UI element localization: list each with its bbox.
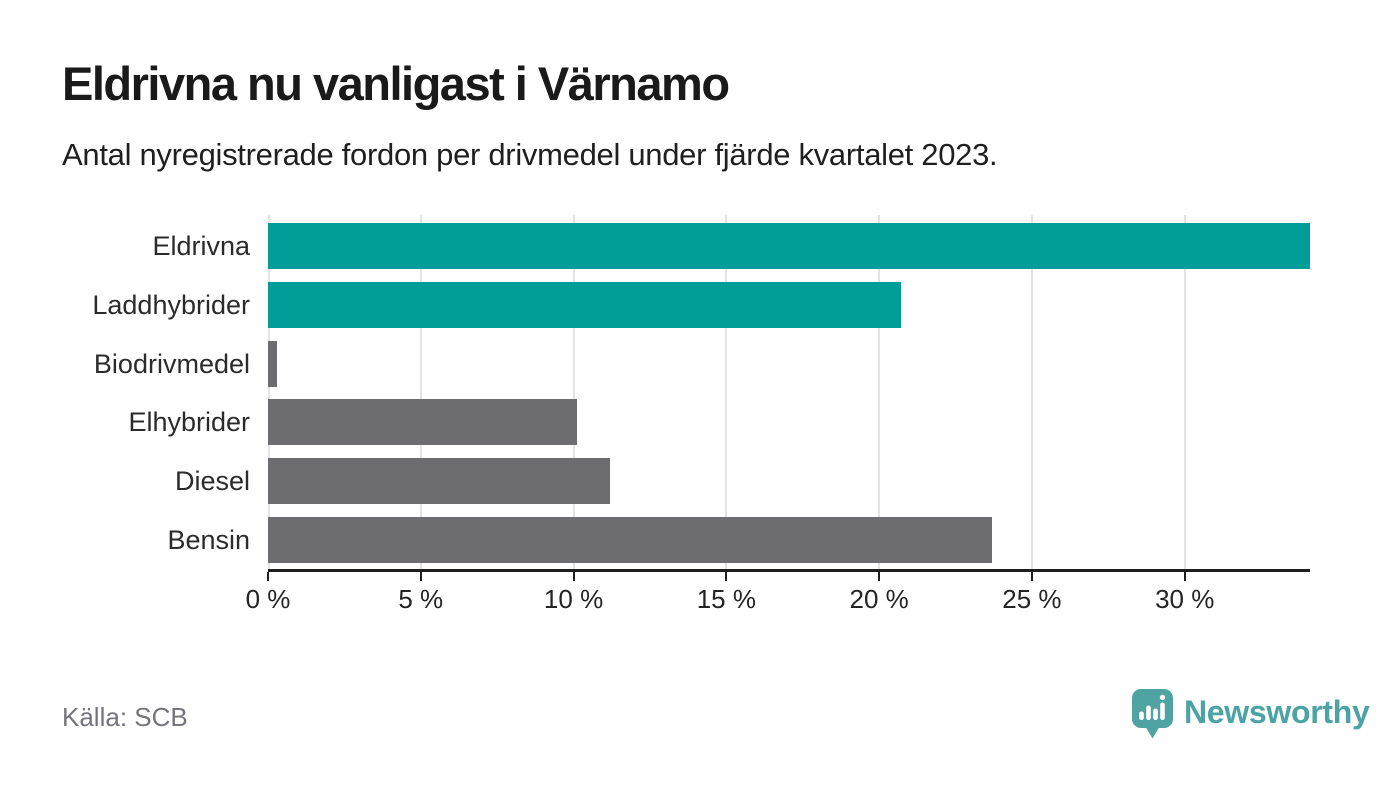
bar-glyph-medium: [1153, 708, 1158, 720]
bar-laddhybrider: [268, 281, 901, 328]
axis-tick: [1183, 572, 1186, 581]
source-note: Källa: SCB: [62, 702, 188, 732]
category-label-bensin: Bensin: [167, 525, 250, 555]
axis-tick-label: 25 %: [1002, 584, 1062, 614]
category-label-biodrivmedel: Biodrivmedel: [93, 348, 250, 379]
axis-tick: [725, 572, 728, 581]
axis-tick: [267, 572, 269, 581]
axis-tick-label: 15 %: [696, 584, 756, 614]
plot-area: [268, 215, 1310, 569]
gridline-5%: [419, 215, 422, 569]
bar-elhybrider: [268, 399, 577, 446]
axis-tick: [1030, 572, 1033, 581]
gridline-20%: [878, 215, 881, 569]
bar-bensin: [268, 517, 993, 563]
axis-tick-label: 0 %: [245, 584, 291, 614]
bar-diesel: [268, 458, 611, 505]
exclamation-bar-glyph: [1160, 702, 1165, 720]
category-label-eldrivna: Eldrivna: [152, 231, 250, 261]
gridline-25%: [1030, 215, 1033, 569]
axis-tick: [419, 572, 422, 581]
category-axis-labels: Eldrivna Laddhybrider Biodrivmedel Elhybrid…: [0, 215, 250, 569]
category-label-laddhybrider: Laddhybrider: [92, 289, 250, 320]
axis-tick-label: 30 %: [1155, 584, 1215, 614]
gridline-0%: [268, 215, 270, 569]
category-label-elhybrider: Elhybrider: [128, 407, 250, 438]
bar-biodrivmedel: [268, 340, 278, 387]
bar-eldrivna: [268, 223, 1310, 269]
exclamation-dot-glyph: [1159, 694, 1166, 701]
axis-tick-label: 10 %: [543, 584, 604, 614]
newsworthy-logo: Newsworthy: [1131, 688, 1370, 746]
axis-tick-label: 5 %: [398, 584, 444, 614]
gridline-15%: [725, 215, 728, 569]
x-axis-line: [268, 569, 1310, 572]
page-subtitle: Antal nyregistrerade fordon per drivmede…: [62, 137, 998, 172]
gridline-30%: [1183, 215, 1186, 569]
axis-tick-label: 20 %: [849, 584, 909, 614]
page-title: Eldrivna nu vanligast i Värnamo: [62, 57, 730, 110]
gridline-10%: [572, 215, 575, 569]
axis-tick: [572, 572, 575, 581]
newsworthy-logo-text: Newsworthy: [1184, 694, 1370, 730]
newsworthy-logo-icon: [1132, 689, 1173, 739]
bar-glyph-tall: [1146, 705, 1151, 720]
axis-tick: [878, 572, 881, 581]
bar-glyph-small: [1139, 711, 1144, 720]
category-label-diesel: Diesel: [174, 466, 250, 497]
